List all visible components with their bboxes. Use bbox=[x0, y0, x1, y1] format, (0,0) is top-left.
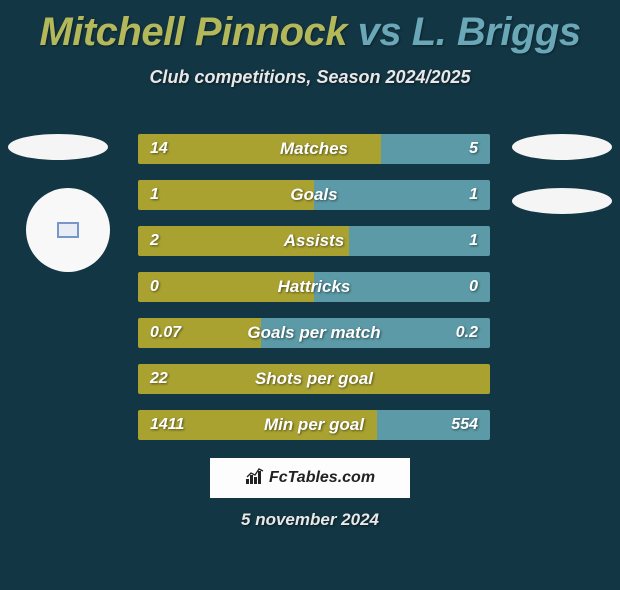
stat-row: 1411554Min per goal bbox=[138, 410, 490, 440]
stat-segment-left bbox=[138, 364, 490, 394]
stat-value-left: 14 bbox=[138, 134, 180, 164]
stat-value-right: 0 bbox=[457, 272, 490, 302]
comparison-title: Mitchell Pinnock vs L. Briggs bbox=[0, 10, 620, 55]
player1-photo-placeholder bbox=[26, 188, 110, 272]
stat-row: 11Goals bbox=[138, 180, 490, 210]
player2-badge-placeholder bbox=[512, 134, 612, 160]
branding-text: FcTables.com bbox=[269, 469, 375, 487]
player1-badge-placeholder bbox=[8, 134, 108, 160]
stat-value-right: 1 bbox=[457, 226, 490, 256]
stat-value-right: 1 bbox=[457, 180, 490, 210]
stats-bars: 145Matches11Goals21Assists00Hattricks0.0… bbox=[138, 134, 490, 456]
stat-value-right: 554 bbox=[439, 410, 490, 440]
branding-box: FcTables.com bbox=[210, 458, 410, 498]
stat-track bbox=[138, 134, 490, 164]
stat-row: 0.070.2Goals per match bbox=[138, 318, 490, 348]
player2-name: L. Briggs bbox=[412, 10, 581, 54]
stat-value-left: 1411 bbox=[138, 410, 196, 440]
player2-badge-placeholder-2 bbox=[512, 188, 612, 214]
stat-value-left: 1 bbox=[138, 180, 171, 210]
stat-row: 21Assists bbox=[138, 226, 490, 256]
stat-row: 22Shots per goal bbox=[138, 364, 490, 394]
stat-value-left: 0 bbox=[138, 272, 171, 302]
stat-value-right: 0.2 bbox=[444, 318, 490, 348]
stat-value-left: 22 bbox=[138, 364, 180, 394]
placeholder-icon bbox=[57, 222, 79, 238]
stat-track bbox=[138, 364, 490, 394]
stat-value-left: 0.07 bbox=[138, 318, 193, 348]
stat-value-left: 2 bbox=[138, 226, 171, 256]
stat-track bbox=[138, 180, 490, 210]
chart-icon bbox=[245, 467, 265, 490]
player1-name: Mitchell Pinnock bbox=[39, 10, 347, 54]
stat-track bbox=[138, 272, 490, 302]
stat-row: 00Hattricks bbox=[138, 272, 490, 302]
stat-track bbox=[138, 226, 490, 256]
footer-date: 5 november 2024 bbox=[0, 510, 620, 530]
stat-row: 145Matches bbox=[138, 134, 490, 164]
subtitle: Club competitions, Season 2024/2025 bbox=[0, 67, 620, 88]
stat-value-right: 5 bbox=[457, 134, 490, 164]
vs-text: vs bbox=[358, 10, 402, 54]
